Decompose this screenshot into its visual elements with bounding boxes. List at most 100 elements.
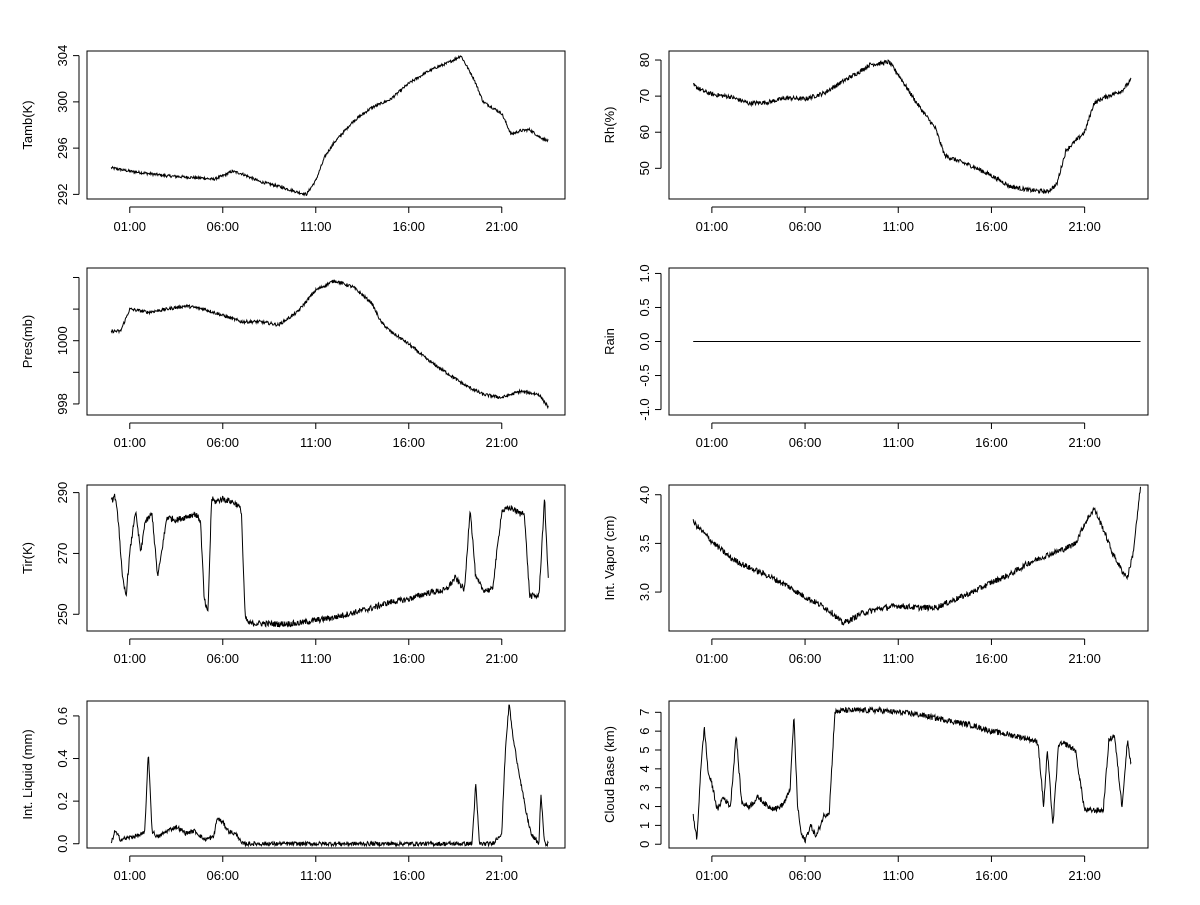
panel-1: 01:00 06:00 11:00 16:00 21:00 292 296 300 304 Tam… bbox=[20, 45, 566, 234]
x-tick-label: 06:00 bbox=[207, 868, 240, 883]
y-tick-label: 80 bbox=[637, 53, 652, 67]
plot-frame bbox=[86, 267, 566, 416]
x-axis: 01:00 06:00 11:00 16:00 21:00 bbox=[114, 206, 518, 234]
y-tick-label: 296 bbox=[55, 137, 70, 159]
x-tick-label: 11:00 bbox=[300, 651, 332, 666]
x-tick-label: 21:00 bbox=[485, 651, 518, 666]
x-axis: 01:00 06:00 11:00 16:00 21:00 bbox=[696, 638, 1101, 666]
plot-frame bbox=[668, 50, 1149, 200]
plot-frame bbox=[668, 484, 1149, 632]
plot-frame bbox=[668, 700, 1149, 849]
x-tick-label: 21:00 bbox=[485, 868, 518, 883]
x-tick-label: 21:00 bbox=[1068, 651, 1101, 666]
x-tick-label: 01:00 bbox=[114, 435, 147, 450]
plot-frame bbox=[86, 50, 566, 200]
y-tick-label: 0 bbox=[637, 841, 652, 848]
series-line bbox=[692, 486, 1141, 626]
y-axis: 292 296 300 304 bbox=[55, 45, 80, 206]
x-tick-label: 21:00 bbox=[485, 219, 518, 234]
plot-frame bbox=[86, 700, 566, 849]
y-tick-label: 3.5 bbox=[637, 534, 652, 552]
y-tick-label: 300 bbox=[55, 91, 70, 113]
y-axis-title: Int. Vapor (cm) bbox=[602, 515, 617, 600]
x-tick-label: 21:00 bbox=[485, 435, 518, 450]
panel-6: 01:00 06:00 11:00 16:00 21:00 3.0 3.5 4.0 Int. V… bbox=[602, 484, 1149, 666]
panel-2: 01:00 06:00 11:00 16:00 21:00 50 60 70 80 Rh(%) bbox=[602, 50, 1149, 234]
y-axis-title: Tir(K) bbox=[20, 542, 35, 574]
y-axis-title: Pres(mb) bbox=[20, 315, 35, 368]
x-tick-label: 11:00 bbox=[882, 435, 914, 450]
y-tick-label: 5 bbox=[637, 746, 652, 753]
x-tick-label: 06:00 bbox=[207, 651, 240, 666]
x-tick-label: 11:00 bbox=[300, 219, 332, 234]
plot-frame bbox=[86, 484, 566, 632]
x-tick-label: 01:00 bbox=[696, 435, 729, 450]
panel-7: 01:00 06:00 11:00 16:00 21:00 0.0 0.2 0.4 0.6 Int… bbox=[20, 700, 566, 883]
y-axis-title: Rain bbox=[602, 328, 617, 355]
series-line bbox=[110, 54, 549, 197]
x-axis: 01:00 06:00 11:00 16:00 21:00 bbox=[696, 206, 1101, 234]
x-tick-label: 01:00 bbox=[114, 219, 147, 234]
x-tick-label: 11:00 bbox=[300, 868, 332, 883]
y-tick-label: -0.5 bbox=[637, 364, 652, 386]
y-tick-label: 0.0 bbox=[637, 332, 652, 350]
x-tick-label: 01:00 bbox=[696, 868, 729, 883]
x-tick-label: 16:00 bbox=[392, 651, 425, 666]
x-tick-label: 01:00 bbox=[696, 219, 729, 234]
series-line bbox=[692, 59, 1132, 195]
y-tick-label: 60 bbox=[637, 125, 652, 139]
series-line bbox=[692, 705, 1132, 844]
x-axis: 01:00 06:00 11:00 16:00 21:00 bbox=[696, 422, 1101, 450]
y-tick-label: 2 bbox=[637, 803, 652, 810]
x-tick-label: 16:00 bbox=[392, 435, 425, 450]
x-tick-label: 01:00 bbox=[696, 651, 729, 666]
x-tick-label: 01:00 bbox=[114, 651, 147, 666]
x-axis: 01:00 06:00 11:00 16:00 21:00 bbox=[114, 638, 518, 666]
x-tick-label: 06:00 bbox=[207, 219, 240, 234]
x-tick-label: 06:00 bbox=[789, 651, 822, 666]
x-tick-label: 16:00 bbox=[975, 651, 1008, 666]
x-tick-label: 21:00 bbox=[1068, 219, 1101, 234]
y-tick-label: 0.2 bbox=[55, 792, 70, 810]
y-tick-label: 70 bbox=[637, 89, 652, 103]
y-tick-label: 3 bbox=[637, 784, 652, 791]
y-tick-label: 998 bbox=[55, 393, 70, 415]
panel-8: 01:00 06:00 11:00 16:00 21:00 0 1 2 3 4 5 6 7 Cloud B… bbox=[602, 700, 1149, 883]
y-tick-label: 0.6 bbox=[55, 707, 70, 725]
x-tick-label: 16:00 bbox=[975, 219, 1008, 234]
y-axis: 0.0 0.2 0.4 0.6 bbox=[55, 707, 80, 853]
x-tick-label: 16:00 bbox=[392, 868, 425, 883]
y-tick-label: 3.0 bbox=[637, 583, 652, 601]
plot-frame bbox=[668, 267, 1149, 416]
y-tick-label: -1.0 bbox=[637, 398, 652, 420]
y-axis: 50 60 70 80 bbox=[637, 53, 662, 176]
y-axis-title: Rh(%) bbox=[602, 107, 617, 144]
y-tick-label: 1.0 bbox=[637, 264, 652, 282]
y-axis: -1.0 -0.5 0.0 0.5 1.0 bbox=[637, 264, 662, 421]
series-line bbox=[110, 279, 549, 410]
y-tick-label: 250 bbox=[55, 603, 70, 625]
y-tick-label: 1000 bbox=[55, 326, 70, 355]
x-tick-label: 06:00 bbox=[789, 435, 822, 450]
x-tick-label: 11:00 bbox=[882, 219, 914, 234]
x-axis: 01:00 06:00 11:00 16:00 21:00 bbox=[114, 422, 518, 450]
y-tick-label: 4 bbox=[637, 765, 652, 772]
series-line bbox=[110, 493, 549, 628]
y-axis: 0 1 2 3 4 5 6 7 bbox=[637, 709, 662, 848]
y-tick-label: 6 bbox=[637, 728, 652, 735]
y-tick-label: 1 bbox=[637, 822, 652, 829]
x-tick-label: 06:00 bbox=[207, 435, 240, 450]
x-tick-label: 11:00 bbox=[300, 435, 332, 450]
y-tick-label: 0.0 bbox=[55, 835, 70, 853]
y-tick-label: 4.0 bbox=[637, 486, 652, 504]
x-axis: 01:00 06:00 11:00 16:00 21:00 bbox=[696, 855, 1101, 883]
series-line bbox=[110, 704, 549, 848]
x-tick-label: 06:00 bbox=[789, 219, 822, 234]
x-tick-label: 11:00 bbox=[882, 868, 914, 883]
y-tick-label: 292 bbox=[55, 184, 70, 206]
y-tick-label: 304 bbox=[55, 45, 70, 67]
x-axis: 01:00 06:00 11:00 16:00 21:00 bbox=[114, 855, 518, 883]
